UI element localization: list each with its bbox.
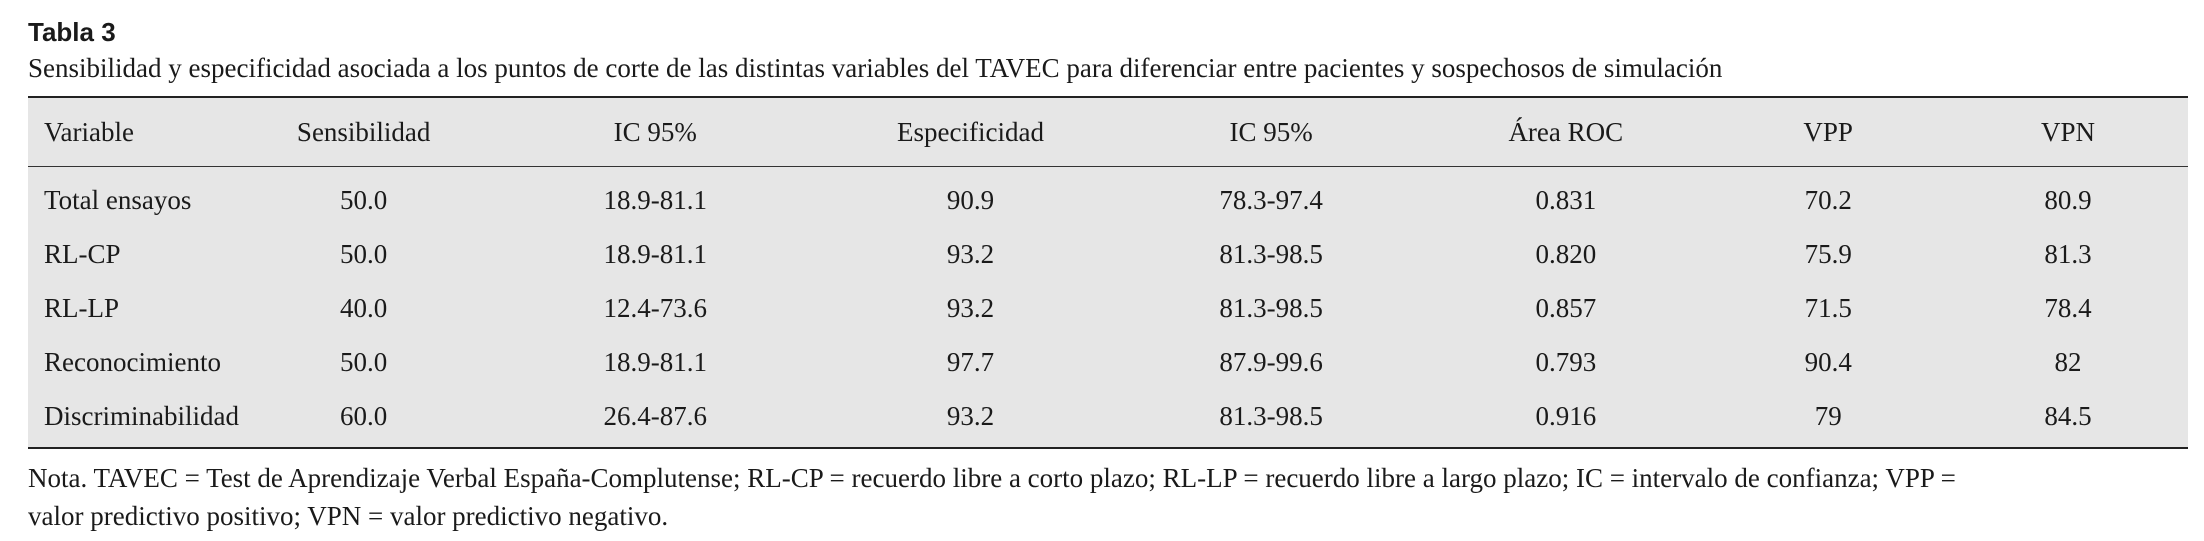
cell-especificidad: 90.9 (946, 184, 995, 215)
header-ic95-esp: IC 95% (1229, 116, 1313, 147)
cell-sensibilidad: 50.0 (340, 346, 388, 377)
cell-area-roc: 0.831 (1535, 184, 1597, 215)
cell-sensibilidad: 50.0 (340, 184, 388, 215)
cell-sensibilidad: 50.0 (340, 238, 388, 269)
cell-ic95-sens: 18.9-81.1 (603, 238, 708, 269)
header-especificidad: Especificidad (897, 116, 1044, 147)
cell-sensibilidad: 40.0 (340, 292, 388, 323)
cell-vpn: 84.5 (2044, 400, 2092, 431)
note-line-1: Nota. TAVEC = Test de Aprendizaje Verbal… (28, 463, 1956, 493)
cell-vpn: 80.9 (2044, 184, 2092, 215)
cell-sensibilidad: 60.0 (340, 400, 388, 431)
table-row: Total ensayos 50.0 18.9-81.1 90.9 78.3-9… (28, 167, 2188, 228)
cell-especificidad: 97.7 (946, 346, 995, 377)
cell-vpn: 78.4 (2044, 292, 2092, 323)
cell-ic95-esp: 87.9-99.6 (1219, 346, 1323, 377)
cell-vpp: 90.4 (1804, 346, 1852, 377)
cell-area-roc: 0.820 (1535, 238, 1597, 269)
cell-area-roc: 0.793 (1535, 346, 1597, 377)
header-ic95-sens: IC 95% (613, 116, 697, 147)
cell-ic95-esp: 81.3-98.5 (1219, 292, 1323, 323)
cell-ic95-sens: 26.4-87.6 (603, 400, 708, 431)
cell-vpn: 81.3 (2044, 238, 2092, 269)
cell-ic95-sens: 18.9-81.1 (603, 346, 708, 377)
cell-vpp: 71.5 (1804, 292, 1852, 323)
cell-ic95-sens: 18.9-81.1 (603, 184, 708, 215)
table-note: Nota. TAVEC = Test de Aprendizaje Verbal… (28, 459, 2188, 535)
table-caption: Sensibilidad y especificidad asociada a … (28, 53, 1723, 83)
cell-variable: Total ensayos (44, 184, 192, 215)
cell-vpn: 82 (2054, 346, 2082, 377)
cell-vpp: 75.9 (1804, 238, 1852, 269)
cell-ic95-sens: 12.4-73.6 (603, 292, 708, 323)
table-label: Tabla 3 (28, 17, 116, 47)
cell-variable: Reconocimiento (44, 346, 221, 377)
cell-especificidad: 93.2 (946, 238, 995, 269)
header-area-roc: Área ROC (1508, 116, 1624, 147)
cell-ic95-esp: 81.3-98.5 (1219, 238, 1323, 269)
results-table: Variable Sensibilidad IC 95% Especificid… (28, 98, 2188, 447)
table-row: Discriminabilidad 60.0 26.4-87.6 93.2 81… (28, 389, 2188, 447)
header-vpn: VPN (2041, 116, 2096, 147)
cell-vpp: 79 (1814, 400, 1842, 431)
table-body: Total ensayos 50.0 18.9-81.1 90.9 78.3-9… (28, 167, 2188, 448)
table-row: RL-LP 40.0 12.4-73.6 93.2 81.3-98.5 0.85… (28, 281, 2188, 335)
table-row: Reconocimiento 50.0 18.9-81.1 97.7 87.9-… (28, 335, 2188, 389)
table-container: Variable Sensibilidad IC 95% Especificid… (28, 96, 2188, 449)
cell-ic95-esp: 81.3-98.5 (1219, 400, 1323, 431)
cell-ic95-esp: 78.3-97.4 (1219, 184, 1323, 215)
header-row: Variable Sensibilidad IC 95% Especificid… (28, 98, 2188, 167)
cell-variable: RL-CP (44, 238, 121, 269)
table-row: RL-CP 50.0 18.9-81.1 93.2 81.3-98.5 0.82… (28, 227, 2188, 281)
header-sensibilidad: Sensibilidad (296, 116, 431, 147)
cell-area-roc: 0.916 (1535, 400, 1597, 431)
table-header: Variable Sensibilidad IC 95% Especificid… (28, 98, 2188, 167)
cell-especificidad: 93.2 (946, 400, 995, 431)
cell-variable: Discriminabilidad (44, 400, 239, 431)
cell-variable: RL-LP (44, 292, 120, 323)
header-variable: Variable (44, 116, 134, 147)
cell-area-roc: 0.857 (1535, 292, 1597, 323)
document: Tabla 3 Sensibilidad y especificidad aso… (28, 14, 2188, 535)
note-line-2: valor predictivo positivo; VPN = valor p… (28, 501, 669, 531)
header-vpp: VPP (1803, 116, 1853, 147)
cell-vpp: 70.2 (1804, 184, 1852, 215)
cell-especificidad: 93.2 (946, 292, 995, 323)
